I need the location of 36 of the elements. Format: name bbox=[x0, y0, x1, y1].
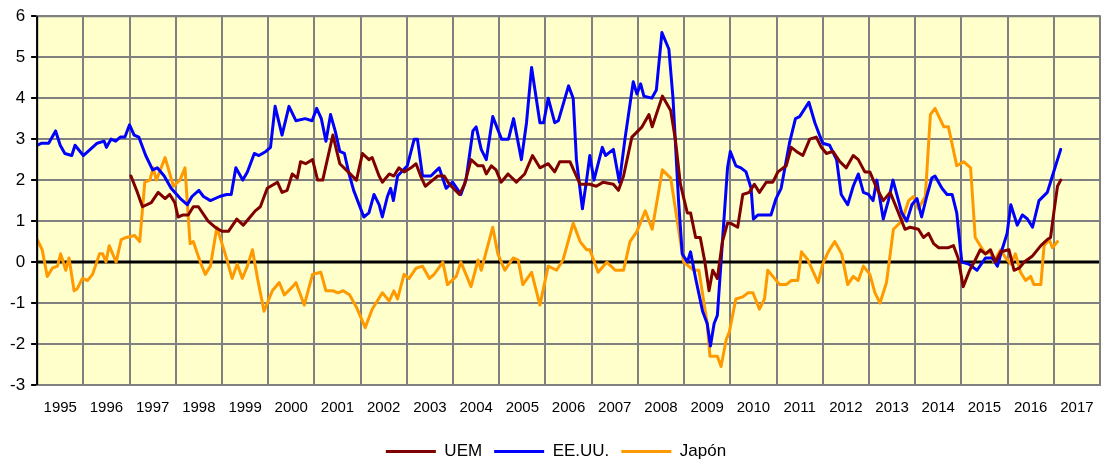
x-tick-label: 2005 bbox=[505, 398, 540, 416]
x-tick-label: 2013 bbox=[875, 398, 909, 416]
x-tick-label: 2014 bbox=[921, 398, 955, 416]
x-tick-label: 2002 bbox=[367, 398, 401, 416]
x-tick-label: 2016 bbox=[1013, 398, 1048, 416]
x-tick-label: 2007 bbox=[598, 398, 632, 416]
legend-label: Japón bbox=[679, 441, 727, 461]
y-tick-label: 0 bbox=[15, 251, 26, 271]
y-tick-label: 4 bbox=[15, 87, 26, 107]
x-tick-label: 2010 bbox=[736, 398, 771, 416]
x-tick-label: 2017 bbox=[1060, 398, 1094, 416]
x-tick-label: 2006 bbox=[551, 398, 586, 416]
x-tick-label: 1998 bbox=[182, 398, 216, 416]
y-tick-label: 3 bbox=[15, 128, 26, 148]
y-tick-label: 2 bbox=[15, 169, 26, 189]
x-tick-label: 1996 bbox=[89, 398, 124, 416]
x-tick-label: 2008 bbox=[644, 398, 678, 416]
y-tick-label: 6 bbox=[15, 5, 26, 25]
x-tick-label: 2004 bbox=[459, 398, 493, 416]
x-tick-label: 2015 bbox=[967, 398, 1002, 416]
x-tick-label: 1999 bbox=[228, 398, 262, 416]
x-tick-label: 1995 bbox=[43, 398, 77, 416]
legend-label: UEM bbox=[444, 441, 483, 461]
x-tick-label: 1997 bbox=[135, 398, 170, 416]
x-tick-label: 2003 bbox=[413, 398, 447, 416]
y-tick-label: -2 bbox=[9, 333, 26, 353]
legend-label: EE.UU. bbox=[552, 441, 610, 461]
x-tick-label: 2000 bbox=[274, 398, 308, 416]
x-tick-label: 2001 bbox=[320, 398, 355, 416]
y-tick-label: 1 bbox=[15, 210, 26, 230]
y-tick-label: 5 bbox=[15, 46, 26, 66]
x-tick-label: 2009 bbox=[690, 398, 724, 416]
x-tick-label: 2011 bbox=[783, 398, 816, 416]
y-tick-label: -1 bbox=[9, 292, 26, 312]
x-tick-label: 2012 bbox=[829, 398, 863, 416]
y-tick-label: -3 bbox=[9, 374, 26, 394]
